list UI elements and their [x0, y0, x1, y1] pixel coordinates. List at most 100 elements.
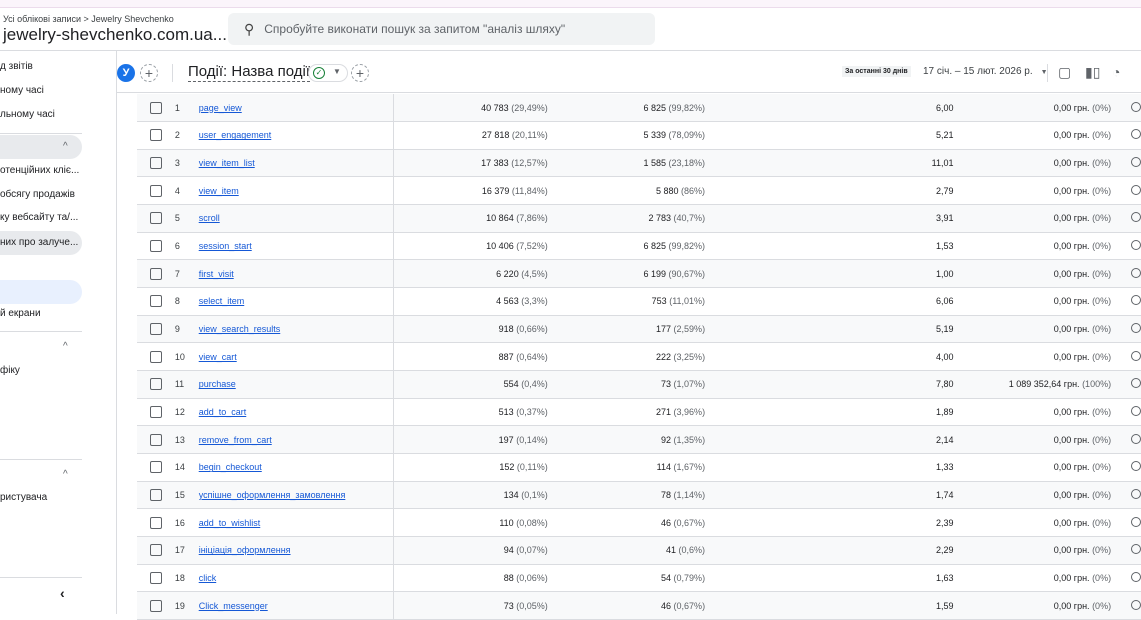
checkbox[interactable]	[149, 461, 162, 474]
row-checkbox[interactable]	[137, 425, 175, 455]
event-name-link[interactable]: add_to_wishlist	[198, 517, 261, 528]
property-selector[interactable]: jewelry-shevchenko.com.ua...▼	[3, 25, 241, 45]
sidebar-item[interactable]: ному часі	[0, 85, 44, 96]
value: 222	[656, 351, 672, 362]
value: 0,00 грн.	[1053, 490, 1090, 501]
checkbox[interactable]	[149, 489, 162, 502]
sidebar-item[interactable]: отенційних клiє...	[0, 165, 80, 176]
next-column-cell	[1111, 259, 1141, 289]
note-icon[interactable]: ▢	[1058, 64, 1072, 80]
row-checkbox[interactable]	[137, 453, 175, 482]
row-checkbox[interactable]	[137, 564, 175, 593]
sidebar-item-active[interactable]	[0, 280, 82, 304]
event-name-link[interactable]: view_search_results	[198, 324, 281, 335]
checkbox[interactable]	[149, 406, 162, 419]
row-checkbox[interactable]	[137, 149, 175, 178]
add-filter-icon[interactable]: +	[351, 64, 369, 82]
row-checkbox[interactable]	[137, 342, 175, 372]
date-range-picker[interactable]: 17 січ. – 15 лют. 2026 р. ▼	[923, 66, 1048, 77]
sidebar-item[interactable]: ристувача	[0, 492, 48, 503]
checkbox[interactable]	[149, 571, 162, 584]
checkbox[interactable]	[149, 323, 162, 336]
event-name-link[interactable]: click	[198, 572, 217, 583]
event-name-cell: успішне_оформлення_замовлення	[198, 481, 394, 510]
checkbox[interactable]	[149, 184, 162, 197]
checkbox[interactable]	[149, 295, 162, 308]
sidebar-group-header[interactable]: ^	[0, 463, 82, 487]
event-name-link[interactable]: session_start	[198, 241, 252, 252]
percent: (0,66%)	[516, 324, 548, 335]
row-checkbox[interactable]	[137, 232, 175, 261]
avatar[interactable]: У	[117, 64, 135, 82]
event-name-link[interactable]: select_item	[198, 296, 245, 307]
compare-icon[interactable]: ▮▯	[1085, 64, 1101, 80]
row-checkbox[interactable]	[137, 370, 175, 399]
event-name-link[interactable]: page_view	[198, 102, 242, 113]
row-index: 1	[174, 94, 199, 123]
row-checkbox[interactable]	[137, 287, 175, 316]
sidebar-item[interactable]: льному часі	[0, 109, 55, 120]
row-checkbox[interactable]	[137, 398, 175, 427]
row-checkbox[interactable]	[137, 204, 175, 233]
sidebar-item[interactable]: фіку	[0, 365, 20, 376]
divider	[0, 133, 82, 134]
event-name-link[interactable]: add_to_cart	[198, 407, 247, 418]
event-name-link[interactable]: scroll	[198, 213, 220, 224]
row-checkbox[interactable]	[137, 259, 175, 289]
search-input[interactable]: ⚲ Спробуйте виконати пошук за запитом "ан…	[228, 13, 655, 45]
checkbox[interactable]	[149, 433, 162, 446]
sidebar-item[interactable]: д звітів	[0, 61, 33, 72]
table-row: 18 click 88 (0,06%) 54 (0,79%) 1,63 0,00…	[137, 564, 1141, 593]
event-name-link[interactable]: view_item	[198, 185, 239, 196]
sidebar-item[interactable]: них про залуче...	[0, 231, 82, 255]
row-checkbox[interactable]	[137, 508, 175, 537]
checkbox[interactable]	[149, 516, 162, 529]
checkbox[interactable]	[149, 129, 162, 142]
sidebar-item[interactable]: ку вебсайту та/...	[0, 212, 79, 223]
event-name-link[interactable]: успішне_оформлення_замовлення	[198, 490, 346, 501]
event-name-link[interactable]: begin_checkout	[198, 462, 262, 473]
row-index: 2	[174, 121, 199, 150]
add-comparison-icon[interactable]: +	[140, 64, 158, 82]
checkbox[interactable]	[149, 267, 162, 280]
row-checkbox[interactable]	[137, 121, 175, 150]
event-name-link[interactable]: ініціація_оформлення	[198, 545, 291, 556]
page-title[interactable]: Події: Назва події	[188, 63, 310, 82]
checkbox[interactable]	[149, 212, 162, 225]
sidebar-group-header[interactable]: ^	[0, 335, 82, 359]
event-name-link[interactable]: Click_messenger	[198, 600, 268, 611]
value: 17 383	[481, 158, 509, 169]
checkbox[interactable]	[149, 350, 162, 363]
row-checkbox[interactable]	[137, 176, 175, 206]
row-checkbox[interactable]	[137, 591, 175, 620]
checkbox[interactable]	[149, 378, 162, 391]
event-name-link[interactable]: remove_from_cart	[198, 434, 272, 445]
checkbox[interactable]	[149, 157, 162, 170]
checkbox[interactable]	[149, 544, 162, 557]
table-row: 17 ініціація_оформлення 94 (0,07%) 41 (0…	[137, 536, 1141, 565]
row-checkbox[interactable]	[137, 94, 175, 123]
row-checkbox[interactable]	[137, 315, 175, 344]
checkbox[interactable]	[149, 240, 162, 253]
percent: (0%)	[1092, 600, 1112, 611]
event-name-link[interactable]: first_visit	[198, 268, 234, 279]
checkbox[interactable]	[149, 599, 162, 612]
sidebar-group-header[interactable]: ^	[0, 135, 82, 159]
event-name-link[interactable]: view_item_list	[198, 158, 255, 169]
total-revenue: 0,00 грн. (0%)	[953, 287, 1112, 316]
event-name-link[interactable]: user_engagement	[198, 130, 272, 141]
checkbox[interactable]	[149, 101, 162, 114]
row-checkbox[interactable]	[137, 536, 175, 565]
event-count: 4 563 (3,3%)	[393, 287, 548, 316]
insights-icon[interactable]: ◔	[1112, 64, 1121, 80]
event-name-link[interactable]: purchase	[198, 379, 236, 390]
collapse-sidebar-icon[interactable]: ‹	[60, 585, 65, 601]
row-checkbox[interactable]	[137, 481, 175, 510]
percent: (23,18%)	[668, 158, 706, 169]
status-chip[interactable]: ✓ ▼	[308, 64, 348, 82]
breadcrumb[interactable]: Усі облікові записи > Jewelry Shevchenko	[3, 14, 174, 24]
percent: (0,67%)	[673, 517, 706, 528]
sidebar-item[interactable]: й екрани	[0, 308, 41, 319]
sidebar-item[interactable]: обсягу продажів	[0, 189, 75, 200]
event-name-link[interactable]: view_cart	[198, 351, 237, 362]
